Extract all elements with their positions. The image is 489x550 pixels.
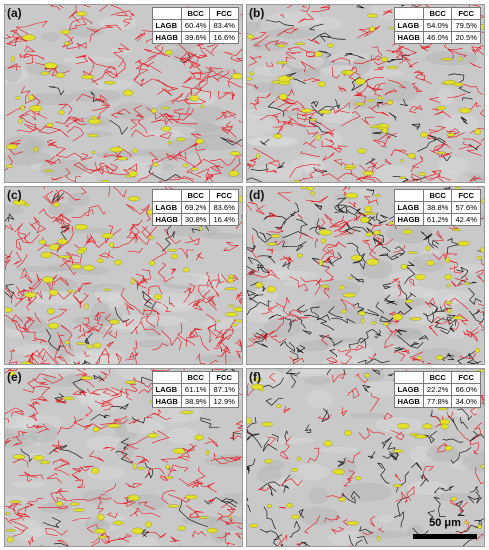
hagb-label: HAGB: [393, 213, 424, 226]
hagb-fcc: 16.6%: [209, 31, 239, 44]
hagb-fcc: 20.5%: [451, 31, 481, 44]
lagb-label: LAGB: [393, 383, 424, 396]
boundary-table-e: BCC FCC LAGB 61.1% 87.1% HAGB 38.9% 12.9%: [151, 371, 239, 408]
lagb-fcc: 66.0%: [451, 383, 481, 396]
hagb-label: HAGB: [393, 31, 424, 44]
table-corner: [151, 371, 182, 384]
bcc-header: BCC: [422, 371, 453, 384]
panel-a: (a) BCC FCC LAGB 60.4% 83.4% HAGB 39.6% 16.6%: [4, 4, 243, 183]
panel-label-d: (d): [249, 188, 265, 202]
fcc-header: FCC: [209, 7, 239, 20]
boundary-table-b: BCC FCC LAGB 54.0% 79.5% HAGB 46.0% 20.5%: [393, 7, 481, 44]
table-corner: [393, 189, 424, 202]
boundary-table-f: BCC FCC LAGB 22.2% 66.0% HAGB 77.8% 34.0%: [393, 371, 481, 408]
hagb-bcc: 77.8%: [422, 395, 453, 408]
lagb-label: LAGB: [151, 201, 182, 214]
hagb-bcc: 46.0%: [422, 31, 453, 44]
panel-label-c: (c): [7, 188, 22, 202]
table-corner: [393, 371, 424, 384]
grain-map-d: [247, 187, 484, 364]
hagb-fcc: 16.4%: [209, 213, 239, 226]
bcc-header: BCC: [422, 189, 453, 202]
grain-map-b: [247, 5, 484, 182]
lagb-fcc: 79.5%: [451, 19, 481, 32]
panel-e: (e) BCC FCC LAGB 61.1% 87.1% HAGB 38.9% 12.9%: [4, 368, 243, 547]
fcc-header: FCC: [209, 371, 239, 384]
table-corner: [151, 189, 182, 202]
hagb-fcc: 12.9%: [209, 395, 239, 408]
scale-bar-line: [413, 534, 477, 539]
hagb-fcc: 42.4%: [451, 213, 481, 226]
lagb-fcc: 83.4%: [209, 19, 239, 32]
panel-f: (f) BCC FCC LAGB 22.2% 66.0% HAGB 77.8% 34.0%…: [246, 368, 485, 547]
hagb-fcc: 34.0%: [451, 395, 481, 408]
panel-b: (b) BCC FCC LAGB 54.0% 79.5% HAGB 46.0% 20.5%: [246, 4, 485, 183]
boundary-table-c: BCC FCC LAGB 69.2% 83.6% HAGB 30.8% 16.4%: [151, 189, 239, 226]
panel-label-a: (a): [7, 6, 22, 20]
panel-c: (c) BCC FCC LAGB 69.2% 83.6% HAGB 30.8% 16.4%: [4, 186, 243, 365]
hagb-label: HAGB: [151, 395, 182, 408]
bcc-header: BCC: [180, 371, 211, 384]
panel-label-b: (b): [249, 6, 265, 20]
bcc-header: BCC: [422, 7, 453, 20]
panel-label-e: (e): [7, 370, 22, 384]
hagb-bcc: 38.9%: [180, 395, 211, 408]
lagb-fcc: 57.6%: [451, 201, 481, 214]
boundary-table-d: BCC FCC LAGB 38.8% 57.6% HAGB 61.2% 42.4%: [393, 189, 481, 226]
hagb-bcc: 39.6%: [180, 31, 211, 44]
lagb-bcc: 22.2%: [422, 383, 453, 396]
fcc-header: FCC: [451, 7, 481, 20]
fcc-header: FCC: [451, 189, 481, 202]
hagb-bcc: 61.2%: [422, 213, 453, 226]
lagb-label: LAGB: [393, 201, 424, 214]
hagb-label: HAGB: [151, 31, 182, 44]
hagb-label: HAGB: [151, 213, 182, 226]
bcc-header: BCC: [180, 7, 211, 20]
boundary-table-a: BCC FCC LAGB 60.4% 83.4% HAGB 39.6% 16.6%: [151, 7, 239, 44]
lagb-label: LAGB: [151, 383, 182, 396]
lagb-label: LAGB: [151, 19, 182, 32]
lagb-bcc: 60.4%: [180, 19, 211, 32]
table-corner: [151, 7, 182, 20]
hagb-label: HAGB: [393, 395, 424, 408]
lagb-bcc: 54.0%: [422, 19, 453, 32]
panel-d: (d) BCC FCC LAGB 38.8% 57.6% HAGB 61.2% 42.4%: [246, 186, 485, 365]
lagb-label: LAGB: [393, 19, 424, 32]
scale-bar-label: 50 μm: [429, 517, 461, 529]
bcc-header: BCC: [180, 189, 211, 202]
lagb-fcc: 87.1%: [209, 383, 239, 396]
fcc-header: FCC: [209, 189, 239, 202]
lagb-fcc: 83.6%: [209, 201, 239, 214]
lagb-bcc: 69.2%: [180, 201, 211, 214]
lagb-bcc: 61.1%: [180, 383, 211, 396]
hagb-bcc: 30.8%: [180, 213, 211, 226]
panel-label-f: (f): [249, 370, 261, 384]
scale-bar: 50 μm: [413, 517, 477, 539]
lagb-bcc: 38.8%: [422, 201, 453, 214]
fcc-header: FCC: [451, 371, 481, 384]
table-corner: [393, 7, 424, 20]
